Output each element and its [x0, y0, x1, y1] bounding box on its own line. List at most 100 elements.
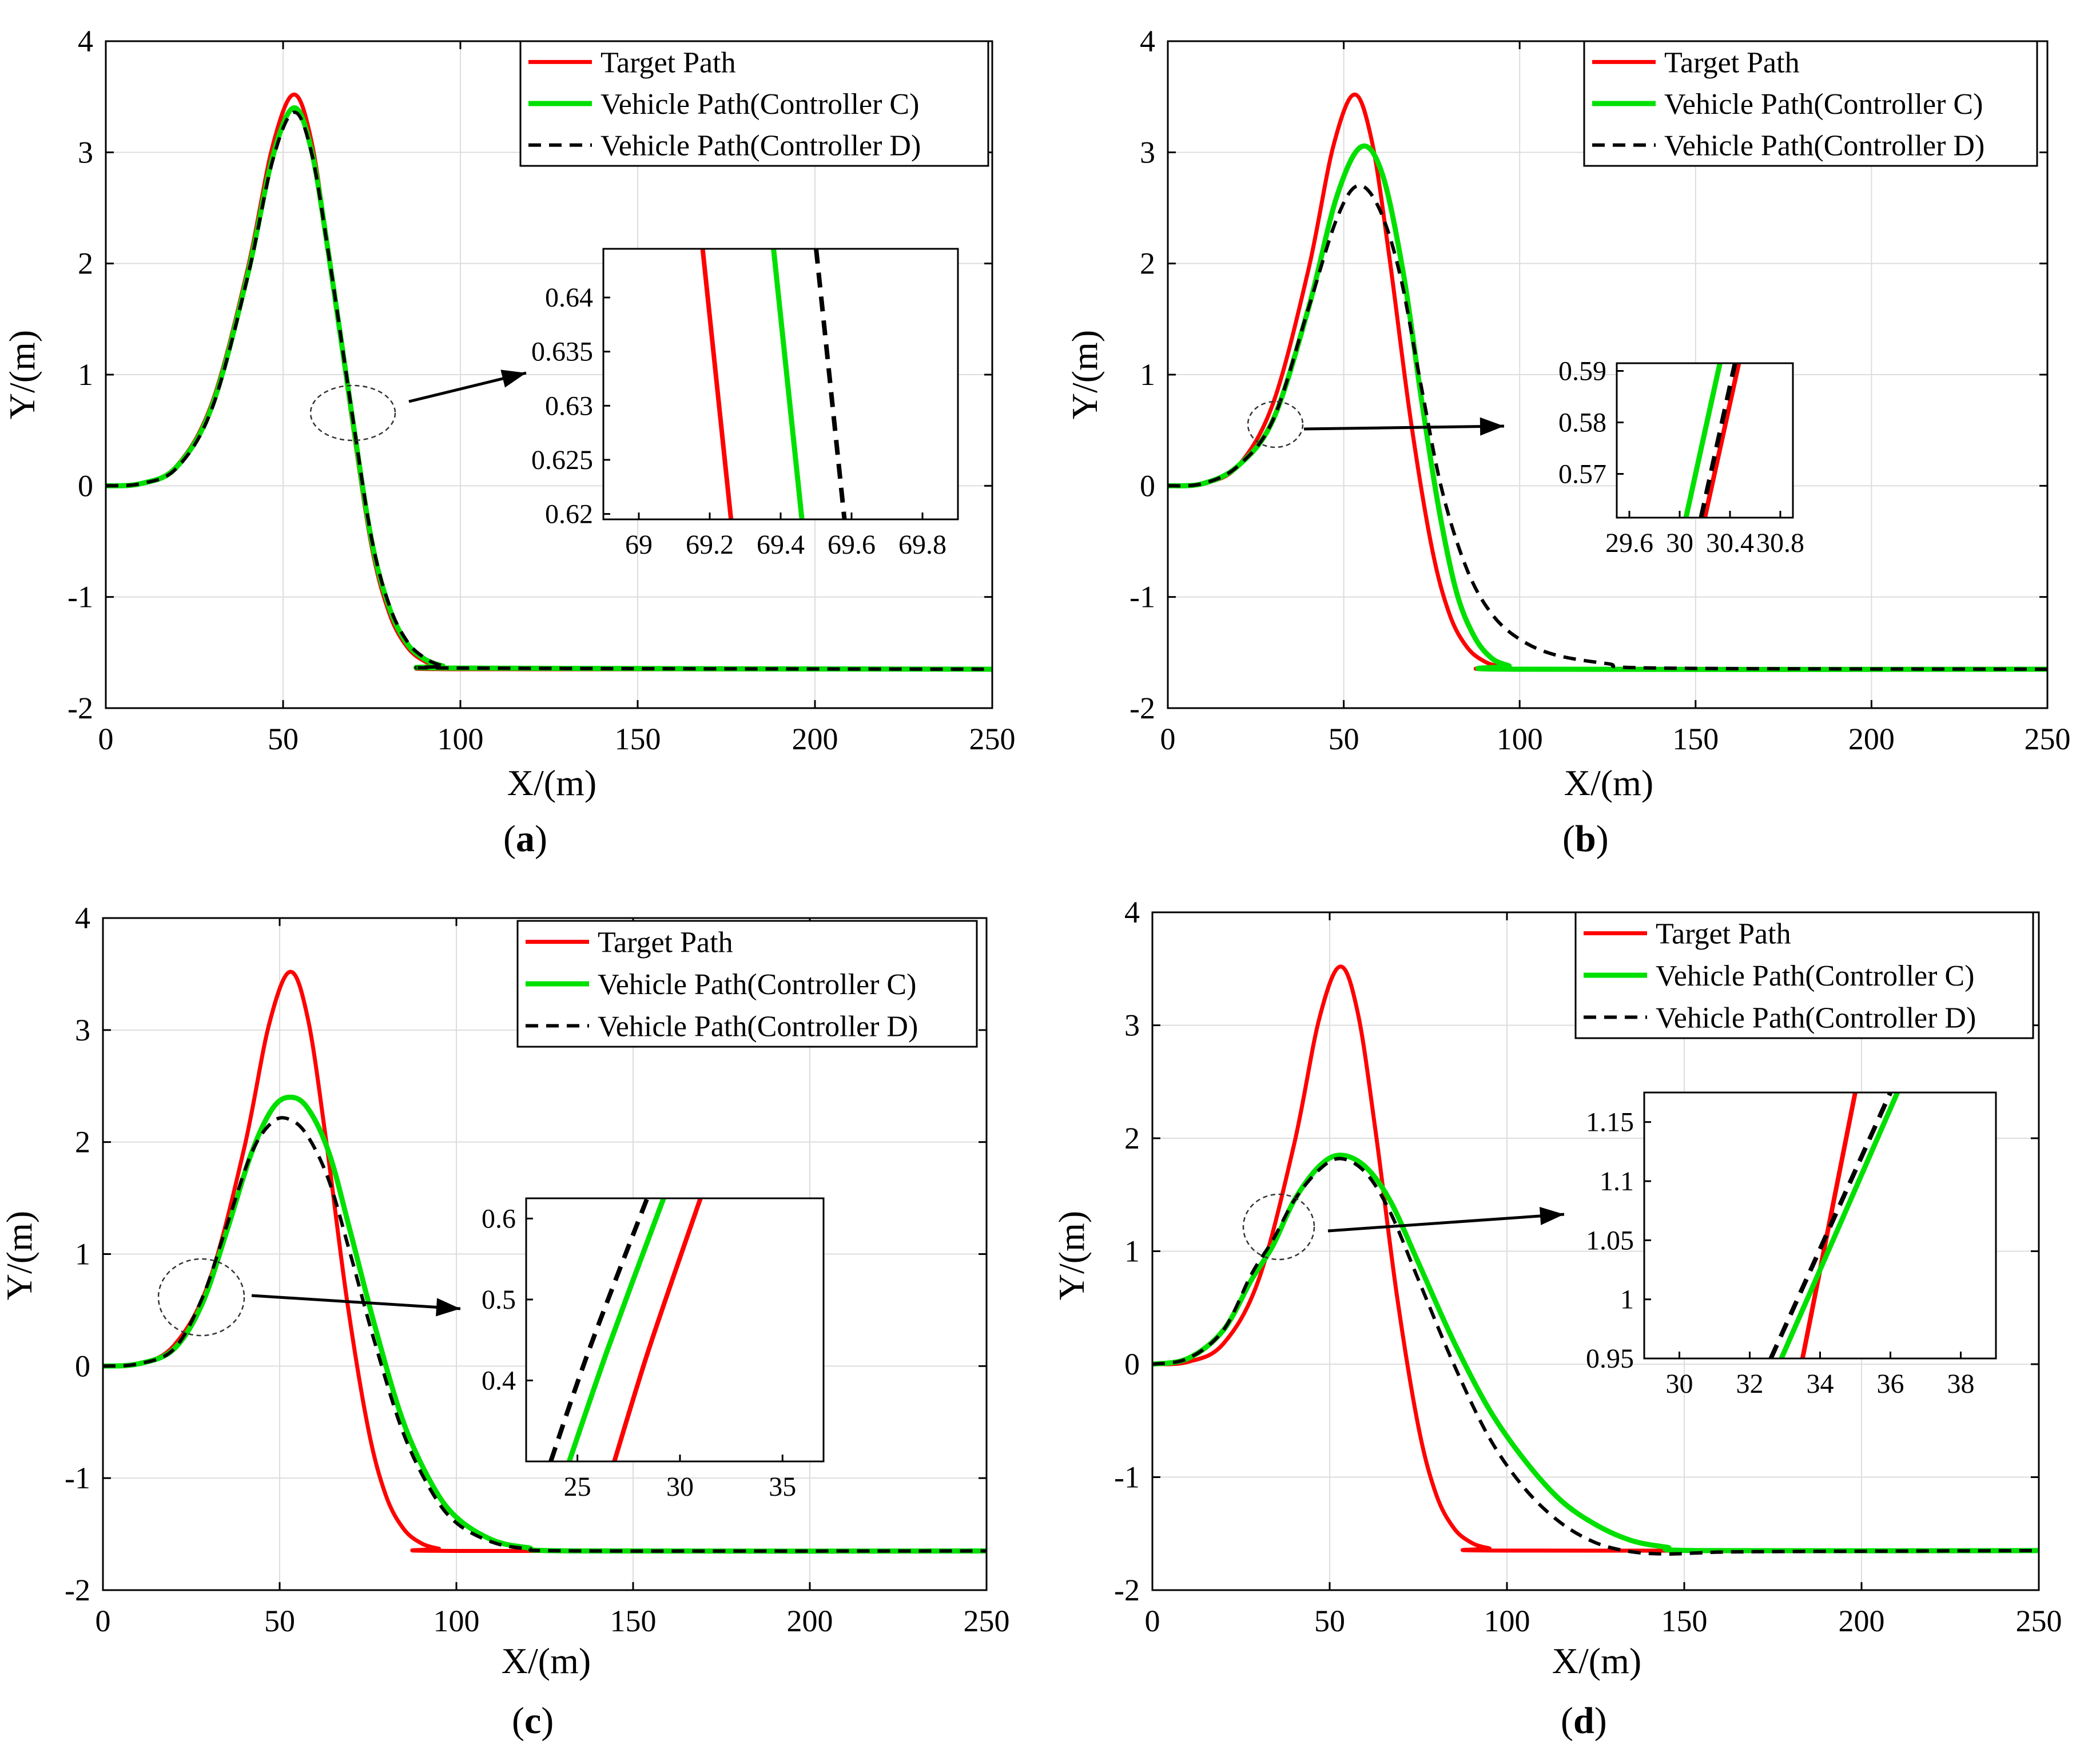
legend-label: Vehicle Path(Controller D)	[600, 130, 921, 162]
y-tick-label: 0	[78, 468, 93, 503]
inset-series	[700, 249, 847, 519]
inset-x-tick-label: 69.6	[828, 530, 876, 560]
inset-y-tick-label: 0.625	[531, 445, 593, 475]
inset-line-controller_c	[567, 1198, 666, 1461]
inset-x-tick-label: 69.8	[898, 530, 946, 560]
x-axis-title: X/(m)	[507, 762, 596, 803]
inset-x-tick-label: 30.8	[1756, 528, 1804, 558]
inset-y-tick-label: 0.62	[545, 499, 593, 530]
inset-area	[603, 249, 958, 519]
inset-plot: 29.6 30 30.4 30.8 0.57 0.58 0.59	[1558, 356, 1804, 559]
y-tick-label: 3	[1124, 1008, 1140, 1043]
series-line-controller_d	[1152, 1157, 2039, 1556]
inset-y-tick-label: 0.5	[482, 1285, 516, 1315]
legend-label: Target Path	[1656, 918, 1791, 951]
x-axis-title: X/(m)	[1552, 1640, 1641, 1681]
y-tick-label: 4	[75, 901, 90, 935]
inset-y-tick-label: 0.95	[1586, 1344, 1634, 1374]
zoom-arrow-head	[1539, 1206, 1564, 1225]
x-axis-title: X/(m)	[1564, 762, 1653, 803]
legend: Target Path Vehicle Path(Controller C) Veh…	[516, 920, 978, 1048]
inset-x-tick-label: 36	[1877, 1369, 1904, 1399]
y-tick-label: 0	[1124, 1347, 1140, 1381]
zoom-arrow-head	[500, 370, 526, 388]
y-tick-label: -2	[65, 1573, 90, 1607]
panel-label: (b)	[1562, 818, 1609, 860]
x-tick-label: 0	[96, 1604, 111, 1638]
x-tick-label: 150	[610, 1604, 657, 1638]
panel-a: 0 50 100 150 200 250 -2 -1 0 1 2 3 4 X/(m) Y/(m) Target…	[2, 24, 1016, 860]
panel-label: (c)	[512, 1700, 554, 1742]
inset-x-tick-label: 69	[625, 530, 653, 560]
panel-label: (a)	[503, 818, 547, 860]
y-tick-label: 2	[78, 247, 93, 281]
y-tick-label: 2	[1124, 1121, 1140, 1155]
x-tick-label: 100	[1497, 722, 1543, 756]
inset-series	[1683, 363, 1741, 518]
x-tick-label: 100	[433, 1604, 480, 1638]
y-tick-label: -2	[1130, 691, 1155, 725]
y-tick-label: 1	[78, 357, 93, 392]
x-tick-label: 150	[615, 722, 661, 756]
legend: Target Path Vehicle Path(Controller C) Veh…	[1583, 40, 2038, 167]
x-axis-title: X/(m)	[502, 1640, 591, 1681]
legend-label: Target Path	[598, 927, 733, 959]
legend-box	[1574, 911, 2034, 1039]
legend-label: Vehicle Path(Controller C)	[1656, 960, 1974, 992]
series-line-controller_d	[105, 110, 993, 671]
x-tick-label: 250	[2016, 1604, 2062, 1638]
inset-line-controller_d	[1699, 363, 1737, 518]
inset-line-controller_d	[1768, 1092, 1893, 1358]
inset-frame	[1616, 362, 1794, 519]
y-tick-label: -1	[1130, 580, 1155, 614]
x-tick-label: 50	[1329, 722, 1359, 756]
inset-line-controller_d	[548, 1198, 650, 1461]
inset-y-tick-label: 0.59	[1558, 356, 1606, 387]
y-tick-label: -2	[1114, 1573, 1140, 1607]
x-tick-label: 200	[792, 722, 838, 756]
inset-x-tick-label: 30	[666, 1472, 694, 1502]
series-line-target	[1152, 964, 2039, 1553]
inset-y-tick-label: 1.05	[1586, 1225, 1634, 1256]
inset-y-tick-label: 0.63	[545, 391, 593, 421]
y-tick-label: 2	[1140, 247, 1155, 281]
inset-line-target	[612, 1198, 703, 1461]
inset-plot: 69 69.2 69.4 69.6 69.8 0.62 0.625 0.63 0.635 0.64	[531, 248, 959, 560]
zoom-region-ellipse	[1247, 400, 1304, 448]
inset-x-tick-label: 29.6	[1605, 528, 1653, 558]
y-tick-label: 3	[75, 1013, 90, 1047]
inset-x-tick-label: 38	[1947, 1369, 1975, 1399]
legend-label: Vehicle Path(Controller C)	[1664, 88, 1983, 121]
x-tick-label: 150	[1672, 722, 1719, 756]
y-tick-label: 4	[1140, 24, 1155, 58]
inset-line-target	[1703, 363, 1741, 518]
inset-series	[548, 1198, 703, 1461]
y-tick-label: 2	[75, 1125, 90, 1159]
legend-box	[1583, 40, 2038, 167]
y-axis-title: Y/(m)	[1051, 1211, 1092, 1300]
inset-y-tick-label: 0.58	[1558, 408, 1606, 438]
inset-x-tick-label: 25	[564, 1472, 591, 1502]
inset-x-tick-label: 30.4	[1706, 528, 1754, 558]
y-tick-label: 3	[1140, 135, 1155, 169]
legend: Target Path Vehicle Path(Controller C) Veh…	[519, 40, 989, 167]
x-tick-label: 150	[1661, 1604, 1708, 1638]
y-tick-label: -1	[67, 580, 93, 614]
inset-x-tick-label: 32	[1736, 1369, 1764, 1399]
y-tick-label: 1	[1140, 357, 1155, 392]
inset-y-tick-label: 0.57	[1558, 459, 1606, 490]
y-axis-title: Y/(m)	[2, 330, 42, 419]
inset-line-controller_c	[771, 249, 805, 519]
y-tick-label: -1	[1114, 1460, 1140, 1495]
legend-label: Target Path	[1664, 46, 1800, 79]
inset-x-tick-label: 69.4	[757, 530, 805, 560]
x-tick-label: 200	[787, 1604, 833, 1638]
x-tick-label: 0	[98, 722, 114, 756]
inset-line-target	[700, 249, 734, 519]
legend-label: Vehicle Path(Controller C)	[598, 968, 916, 1001]
x-tick-label: 250	[2025, 722, 2071, 756]
legend-box	[516, 920, 978, 1048]
x-tick-label: 100	[1484, 1604, 1530, 1638]
inset-x-tick-label: 69.2	[686, 530, 734, 560]
zoom-arrow	[1303, 424, 1505, 431]
